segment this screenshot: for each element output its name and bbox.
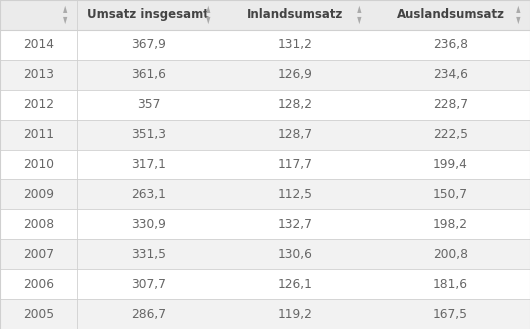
Text: Auslandsumsatz: Auslandsumsatz bbox=[396, 9, 505, 21]
Polygon shape bbox=[516, 17, 520, 24]
Polygon shape bbox=[357, 6, 361, 13]
Bar bbox=[0, 179, 530, 209]
Bar bbox=[0, 150, 530, 179]
Text: 2005: 2005 bbox=[23, 308, 54, 320]
Bar bbox=[0, 269, 530, 299]
Polygon shape bbox=[357, 17, 361, 24]
Text: 199,4: 199,4 bbox=[433, 158, 468, 171]
Text: 330,9: 330,9 bbox=[131, 218, 166, 231]
Bar bbox=[0, 0, 530, 30]
Text: 2009: 2009 bbox=[23, 188, 54, 201]
Text: 2006: 2006 bbox=[23, 278, 54, 291]
Bar bbox=[0, 120, 530, 150]
Text: 112,5: 112,5 bbox=[278, 188, 313, 201]
Text: 286,7: 286,7 bbox=[131, 308, 166, 320]
Text: 117,7: 117,7 bbox=[278, 158, 313, 171]
Text: 2008: 2008 bbox=[23, 218, 54, 231]
Polygon shape bbox=[206, 17, 210, 24]
Text: 128,7: 128,7 bbox=[278, 128, 313, 141]
Bar bbox=[0, 239, 530, 269]
Text: 126,1: 126,1 bbox=[278, 278, 313, 291]
Text: 131,2: 131,2 bbox=[278, 38, 313, 51]
Polygon shape bbox=[63, 6, 67, 13]
Text: 317,1: 317,1 bbox=[131, 158, 166, 171]
Text: 351,3: 351,3 bbox=[131, 128, 166, 141]
Text: 128,2: 128,2 bbox=[278, 98, 313, 111]
Text: 126,9: 126,9 bbox=[278, 68, 313, 81]
Polygon shape bbox=[206, 6, 210, 13]
Bar bbox=[0, 60, 530, 90]
Text: 2007: 2007 bbox=[23, 248, 54, 261]
Text: 357: 357 bbox=[137, 98, 160, 111]
Text: 2012: 2012 bbox=[23, 98, 54, 111]
Polygon shape bbox=[516, 6, 520, 13]
Text: 132,7: 132,7 bbox=[278, 218, 313, 231]
Text: 200,8: 200,8 bbox=[433, 248, 468, 261]
Text: 331,5: 331,5 bbox=[131, 248, 166, 261]
Text: 367,9: 367,9 bbox=[131, 38, 166, 51]
Text: 263,1: 263,1 bbox=[131, 188, 166, 201]
Text: Umsatz insgesamt: Umsatz insgesamt bbox=[87, 9, 209, 21]
Text: 119,2: 119,2 bbox=[278, 308, 313, 320]
Text: 167,5: 167,5 bbox=[433, 308, 468, 320]
Text: 2013: 2013 bbox=[23, 68, 54, 81]
Polygon shape bbox=[63, 17, 67, 24]
Text: 198,2: 198,2 bbox=[433, 218, 468, 231]
Text: 181,6: 181,6 bbox=[433, 278, 468, 291]
Text: 130,6: 130,6 bbox=[278, 248, 313, 261]
Bar bbox=[0, 299, 530, 329]
Bar bbox=[0, 209, 530, 239]
Text: 2011: 2011 bbox=[23, 128, 54, 141]
Text: 307,7: 307,7 bbox=[131, 278, 166, 291]
Text: 222,5: 222,5 bbox=[433, 128, 468, 141]
Text: 236,8: 236,8 bbox=[433, 38, 468, 51]
Text: 150,7: 150,7 bbox=[433, 188, 468, 201]
Text: 228,7: 228,7 bbox=[433, 98, 468, 111]
Text: 2014: 2014 bbox=[23, 38, 54, 51]
Bar bbox=[0, 90, 530, 120]
Text: 234,6: 234,6 bbox=[433, 68, 468, 81]
Text: 2010: 2010 bbox=[23, 158, 54, 171]
Text: Inlandsumsatz: Inlandsumsatz bbox=[248, 9, 343, 21]
Text: 361,6: 361,6 bbox=[131, 68, 166, 81]
Bar bbox=[0, 30, 530, 60]
